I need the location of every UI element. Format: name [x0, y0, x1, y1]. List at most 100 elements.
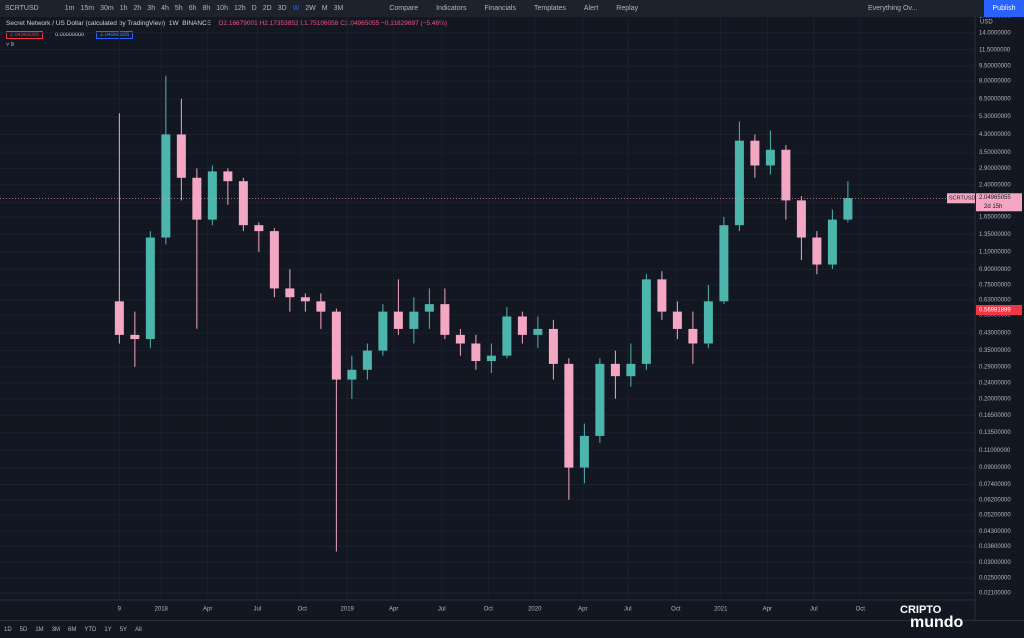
legend-boxes: 2.04965055 0.00000000 2.04965055: [6, 31, 447, 39]
interval[interactable]: 1h: [119, 5, 128, 12]
x-tick-label: Apr: [389, 607, 398, 613]
candle-body: [579, 435, 589, 468]
toolbar-buttons: Compare Indicators Financials Templates Aler…: [346, 5, 653, 12]
publish-button[interactable]: Publish: [984, 0, 1024, 17]
range-button[interactable]: 1Y: [104, 626, 112, 633]
interval[interactable]: 30m: [100, 5, 114, 12]
range-button[interactable]: 5D: [19, 626, 28, 633]
toolbar-button[interactable]: Compare: [389, 5, 419, 12]
candle-body: [781, 149, 791, 201]
x-tick-label: Oct: [856, 607, 866, 613]
candle-body: [331, 311, 341, 380]
candle-body: [750, 140, 760, 166]
range-button[interactable]: 6M: [68, 626, 77, 633]
range-button[interactable]: 5Y: [119, 626, 128, 633]
x-tick-label: Oct: [671, 607, 681, 613]
legend-interval: 1W: [168, 20, 179, 27]
interval[interactable]: 3D: [277, 5, 287, 12]
interval[interactable]: 15m: [80, 5, 95, 12]
candle-body: [455, 334, 465, 344]
interval[interactable]: M: [321, 5, 328, 12]
symbol[interactable]: SCRTUSD: [5, 5, 39, 12]
x-tick-label: 2021: [714, 607, 728, 613]
x-tick-label: 2018: [155, 607, 169, 613]
interval[interactable]: 3M: [333, 5, 344, 12]
last-price: 2.04965055: [979, 195, 1011, 201]
range-button[interactable]: 3M: [51, 626, 61, 633]
candle-body: [517, 316, 527, 335]
interval[interactable]: 2h: [133, 5, 142, 12]
interval[interactable]: 4h: [161, 5, 169, 12]
candle-body: [176, 134, 186, 178]
h-value: 2.17353852: [264, 20, 299, 27]
y-tick-label: 0.43000000: [979, 330, 1011, 336]
interval[interactable]: 2W: [305, 5, 316, 12]
x-tick-label: Jul: [624, 607, 632, 613]
y-tick-label: 0.63000000: [979, 298, 1011, 304]
candle-body: [223, 171, 233, 182]
interval[interactable]: 2D: [262, 5, 272, 12]
interval[interactable]: 10h: [216, 5, 228, 12]
interval[interactable]: 6h: [188, 5, 197, 12]
y-tick-label: 6.50000000: [979, 96, 1011, 102]
candle-body: [409, 311, 419, 329]
value-box: 2.04965055: [6, 31, 44, 39]
wm-1: CRIPTO: [900, 604, 942, 616]
y-tick-label: 0.90000000: [979, 267, 1011, 273]
value-box: 2.04965055: [96, 31, 134, 39]
o-value: 2.16679001: [223, 20, 258, 27]
candle-body: [564, 363, 574, 468]
y-tick-label: 0.75000000: [979, 282, 1011, 288]
candle-body: [719, 225, 729, 302]
y-tick-label: 5.30000000: [979, 114, 1011, 120]
toolbar-button[interactable]: Financials: [484, 5, 516, 12]
candle-body: [610, 363, 620, 377]
interval[interactable]: 1m: [64, 5, 75, 12]
candle-body: [688, 328, 698, 344]
y-tick-label: 0.02100000: [979, 591, 1011, 597]
layout-name[interactable]: Everything Ov...: [868, 5, 918, 12]
wm-2: mundo: [910, 614, 964, 631]
candle-body: [362, 350, 372, 370]
interval[interactable]: 12h: [233, 5, 246, 12]
candle-body: [207, 171, 217, 220]
intervals: 1m 15m 30m 1h 2h 3h 4h 5h 6h 8h 10h 12h D 2D 3D W 2W M 3M: [62, 5, 347, 12]
y-tick-label: 3.50000000: [979, 150, 1011, 156]
candle-body: [827, 219, 837, 265]
count: 9: [10, 42, 14, 48]
range-button[interactable]: YTD: [84, 626, 97, 633]
y-tick-label: 0.16500000: [979, 413, 1011, 419]
candle-body: [192, 177, 202, 220]
value-box: 0.00000000: [55, 32, 85, 38]
change: −0.11829697 (−5.46%): [381, 20, 448, 27]
legend-line: Secret Network / US Dollar (calculated b…: [6, 20, 447, 27]
interval[interactable]: 5h: [174, 5, 183, 12]
interval[interactable]: W: [292, 5, 300, 12]
candle-body: [471, 343, 481, 362]
range-button[interactable]: 1M: [35, 626, 44, 633]
interval[interactable]: 3h: [147, 5, 156, 12]
legend-exchange: BINANCE: [182, 20, 212, 27]
candle-body: [812, 237, 822, 265]
candle-body: [486, 355, 496, 362]
x-tick-label: 2019: [341, 607, 355, 613]
o-label: O: [218, 20, 224, 27]
interval[interactable]: 8h: [202, 5, 211, 12]
range-button[interactable]: 1D: [4, 626, 12, 633]
candle-body: [502, 316, 512, 356]
candle-body: [626, 363, 636, 377]
y-tick-label: 17.0000000: [979, 17, 1011, 20]
toolbar-button[interactable]: Replay: [616, 5, 639, 12]
interval[interactable]: D: [251, 5, 257, 12]
candle-body: [300, 297, 310, 302]
y-tick-label: 0.09000000: [979, 465, 1011, 471]
toolbar-button[interactable]: Indicators: [436, 5, 467, 12]
y-tick-label: 0.03600000: [979, 544, 1011, 550]
indicator-count[interactable]: ˅ 9: [6, 42, 14, 48]
candle-body: [734, 140, 744, 226]
toolbar-button[interactable]: Alert: [583, 5, 599, 12]
y-tick-label: 0.11000000: [979, 448, 1011, 454]
toolbar-button[interactable]: Templates: [533, 5, 566, 12]
range-button[interactable]: All: [135, 626, 142, 633]
